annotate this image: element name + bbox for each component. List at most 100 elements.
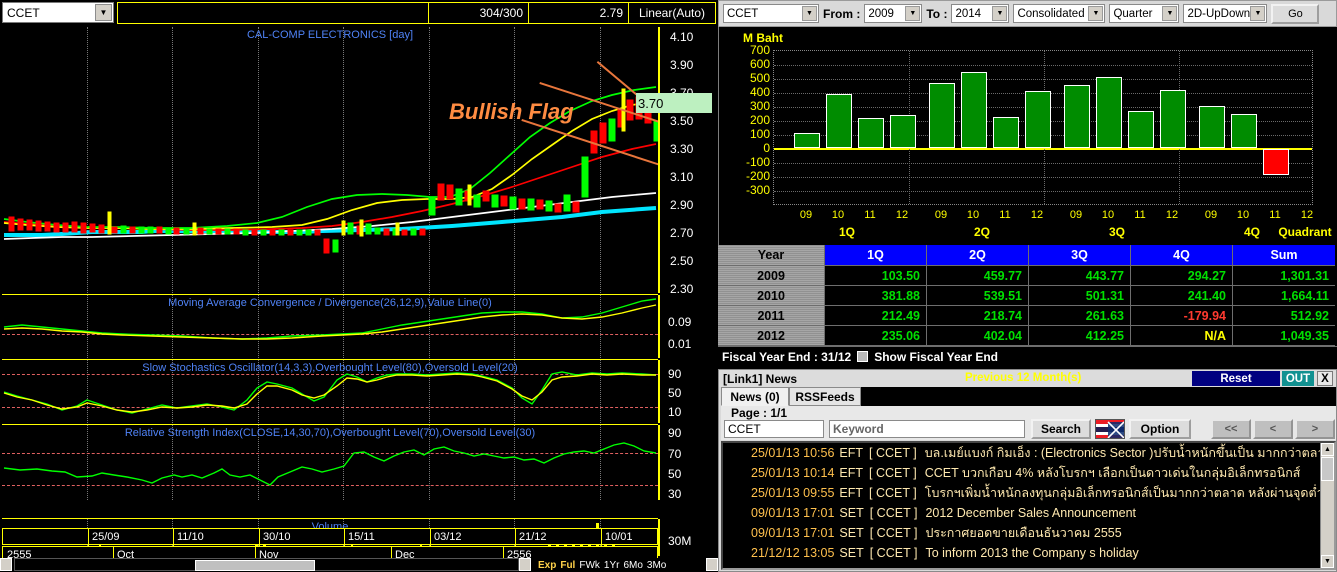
price-pane[interactable]: CAL-COMP ELECTRONICS [day] [2,27,658,293]
volume-axis: 30M [658,519,716,556]
out-button[interactable]: OUT [1282,371,1314,386]
table-row[interactable]: 2010 381.88 539.51 501.31 241.40 1,664.1… [718,286,1337,306]
first-page-button[interactable]: << [1211,419,1251,439]
chevron-down-icon[interactable]: ▼ [95,4,112,21]
news-titlebar: [Link1] News Previous 12 Month(s) Reset … [719,370,1336,387]
cell-year: 2012 [718,326,825,346]
tab-rssfeeds[interactable]: RSSFeeds [789,387,861,406]
timeframe-links[interactable]: Exp Ful FWk 1Yr 6Mo 3Mo [538,558,666,572]
news-tabs: News (0) RSSFeeds [721,387,1336,406]
y-tick: -200 [745,169,770,183]
list-item[interactable]: 25/01/13 10:56 EFT [ CCET ] บล.เมย์แบงก์… [723,443,1334,463]
close-button[interactable]: X [1317,371,1333,386]
price-tick: 3.50 [670,114,694,128]
chevron-down-icon[interactable]: ▼ [992,6,1008,21]
option-button[interactable]: Option [1129,419,1191,439]
header-scale-mode[interactable]: Linear(Auto) [638,6,706,20]
consolidated-select[interactable]: Consolidated ▼ [1013,4,1106,23]
list-item[interactable]: 25/01/13 10:14 EFT [ CCET ] CCET บวกเกือ… [723,463,1334,483]
timeframe-exp[interactable]: Exp [538,559,557,571]
table-row[interactable]: 2009 103.50 459.77 443.77 294.27 1,301.3… [718,266,1337,286]
chevron-down-icon[interactable]: ▼ [905,6,921,21]
news-scroll-thumb[interactable] [1321,457,1334,481]
tab-news[interactable]: News (0) [721,387,789,406]
news-symbol-input[interactable]: CCET [724,420,824,438]
scroll-right-button[interactable] [519,558,531,571]
chart-canvas[interactable]: CAL-COMP ELECTRONICS [day] [0,27,718,564]
timeframe-3mo[interactable]: 3Mo [646,559,667,571]
table-row[interactable]: 2011 212.49 218.74 261.63 -179.94 512.92 [718,306,1337,326]
list-item[interactable]: 09/01/13 17:01 SET [ CCET ] ประกาศยอดขาย… [723,523,1334,543]
timeframe-ful[interactable]: Ful [560,559,576,571]
show-fiscal-checkbox[interactable] [857,351,869,362]
list-item[interactable]: 09/01/13 17:01 SET [ CCET ] 2012 Decembe… [723,503,1334,523]
x-tick: 11 [1269,209,1281,221]
stochastics-pane[interactable]: Slow Stochastics Oscillator(14,3,3),Over… [2,360,658,423]
cell-sum: 1,301.31 [1233,266,1335,286]
timeframe-fwk[interactable]: FWk [579,559,600,571]
reset-button[interactable]: Reset [1192,371,1280,386]
news-scrollbar[interactable]: ▲ ▼ [1320,443,1334,568]
news-list[interactable]: 25/01/13 10:56 EFT [ CCET ] บล.เมย์แบงก์… [721,441,1336,570]
date-label: 03/12 [434,531,462,543]
chevron-down-icon[interactable]: ▼ [802,6,817,21]
x-tick: 12 [1165,209,1179,221]
date-label: 30/10 [263,531,291,543]
table-row[interactable]: 2012 235.06 402.04 412.25 N/A 1,049.35 [718,326,1337,346]
view-mode-select[interactable]: 2D-UpDown ▼ [1183,4,1268,23]
y-tick: 200 [749,113,770,127]
to-year-select[interactable]: 2014 ▼ [951,4,1010,23]
y-tick: 600 [749,57,770,71]
go-button[interactable]: Go [1271,3,1320,24]
news-headline: 2012 December Sales Announcement [925,506,1136,520]
date-label: 25/09 [92,531,120,543]
price-pane-title: CAL-COMP ELECTRONICS [day] [246,29,414,41]
y-tick: -100 [745,155,770,169]
scroll-left-button[interactable] [0,558,12,571]
news-keyword-input[interactable]: Keyword [829,420,1025,438]
scroll-up-icon[interactable]: ▲ [1321,443,1334,456]
cell-q3: 261.63 [1029,306,1131,326]
bar-1Q-09 [794,133,820,148]
horizontal-scroll-track[interactable] [14,558,519,571]
macd-pane[interactable]: Moving Average Convergence / Divergence(… [2,295,658,358]
cell-q3: 501.31 [1029,286,1131,306]
header-blank [118,3,429,23]
list-item[interactable]: 25/01/13 09:55 EFT [ CCET ] โบรกฯเพิ่มน้… [723,483,1334,503]
news-headline: To inform 2013 the Company s holiday [925,546,1139,560]
timeframe-1yr[interactable]: 1Yr [603,559,620,571]
chevron-down-icon[interactable]: ▼ [1088,6,1104,21]
panel-resize-handle[interactable] [706,558,718,571]
symbol-combo[interactable]: CCET ▼ [2,2,114,23]
search-button[interactable]: Search [1031,419,1091,439]
next-page-button[interactable]: > [1295,419,1335,439]
col-header-year: Year [718,245,825,266]
chevron-down-icon[interactable]: ▼ [1162,6,1178,21]
bar-3Q-12 [1160,90,1186,148]
header-ratio: 304/300 [429,3,529,23]
news-date: 21/12/12 13:05 [751,546,835,560]
thai-flag-icon[interactable] [1095,419,1125,439]
price-tick: 2.90 [670,198,694,212]
prev-page-button[interactable]: < [1253,419,1293,439]
timeframe-6mo[interactable]: 6Mo [623,559,643,571]
price-tick: 4.10 [670,30,694,44]
quarterly-bar-chart: M Baht [718,27,1337,245]
group-label-2q: 2Q [973,225,990,239]
list-item[interactable]: 21/12/12 13:05 SET [ CCET ] To inform 20… [723,543,1334,563]
rsi-tick: 70 [668,447,682,461]
period-select[interactable]: Quarter ▼ [1109,4,1180,23]
price-tick: 2.70 [670,226,694,240]
scroll-down-icon[interactable]: ▼ [1321,555,1334,568]
news-date: 09/01/13 17:01 [751,506,835,520]
from-year-select[interactable]: 2009 ▼ [864,4,923,23]
cell-q4: -179.94 [1131,306,1233,326]
rsi-pane[interactable]: Relative Strength Index(CLOSE,14,30,70),… [2,425,658,500]
y-tick: 300 [749,99,770,113]
chart-scrollbar-row[interactable]: Exp Ful FWk 1Yr 6Mo 3Mo [0,558,718,572]
symbol-select[interactable]: CCET ▼ [723,4,819,23]
cell-q1: 212.49 [825,306,927,326]
cell-sum: 1,664.11 [1233,286,1335,306]
scroll-thumb[interactable] [195,560,315,571]
chevron-down-icon[interactable]: ▼ [1250,6,1266,21]
